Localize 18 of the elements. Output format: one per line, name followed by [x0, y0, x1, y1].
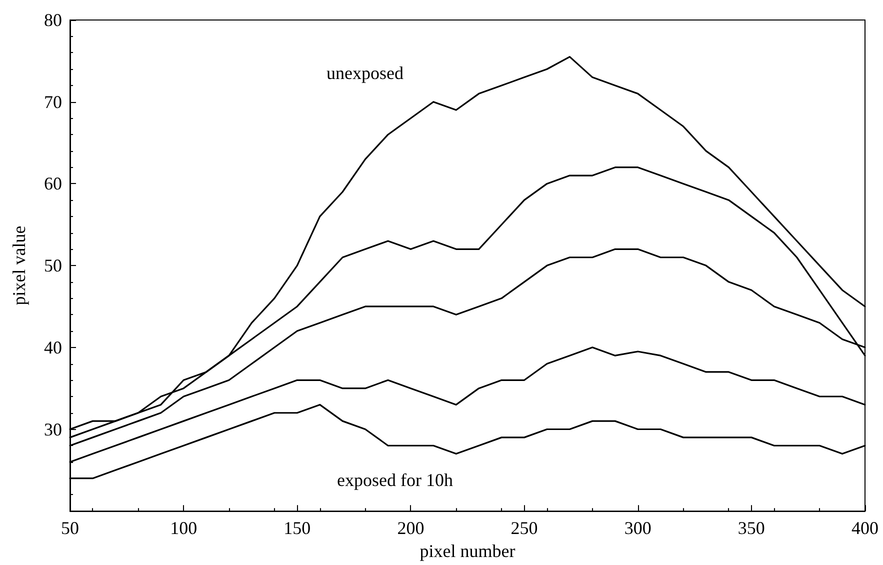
annotation: unexposed: [326, 63, 404, 83]
y-tick-label: 60: [44, 174, 62, 194]
y-tick-label: 40: [44, 337, 62, 358]
y-tick-label: 30: [44, 419, 62, 440]
y-axis-title: pixel value: [9, 226, 29, 306]
x-tick-label: 150: [284, 518, 311, 538]
annotation: exposed for 10h: [337, 470, 453, 490]
x-tick-label: 400: [852, 518, 878, 538]
y-tick-label: 50: [44, 256, 62, 276]
x-tick-label: 250: [510, 518, 538, 538]
x-tick-label: 200: [397, 518, 424, 538]
y-tick-label: 80: [44, 10, 62, 30]
y-tick-label: 70: [44, 92, 62, 112]
x-axis-title: pixel number: [420, 541, 516, 561]
x-tick-label: 350: [738, 518, 765, 538]
x-tick-label: 300: [624, 518, 652, 538]
x-tick-label: 100: [170, 518, 198, 538]
x-tick-label: 50: [61, 518, 79, 538]
